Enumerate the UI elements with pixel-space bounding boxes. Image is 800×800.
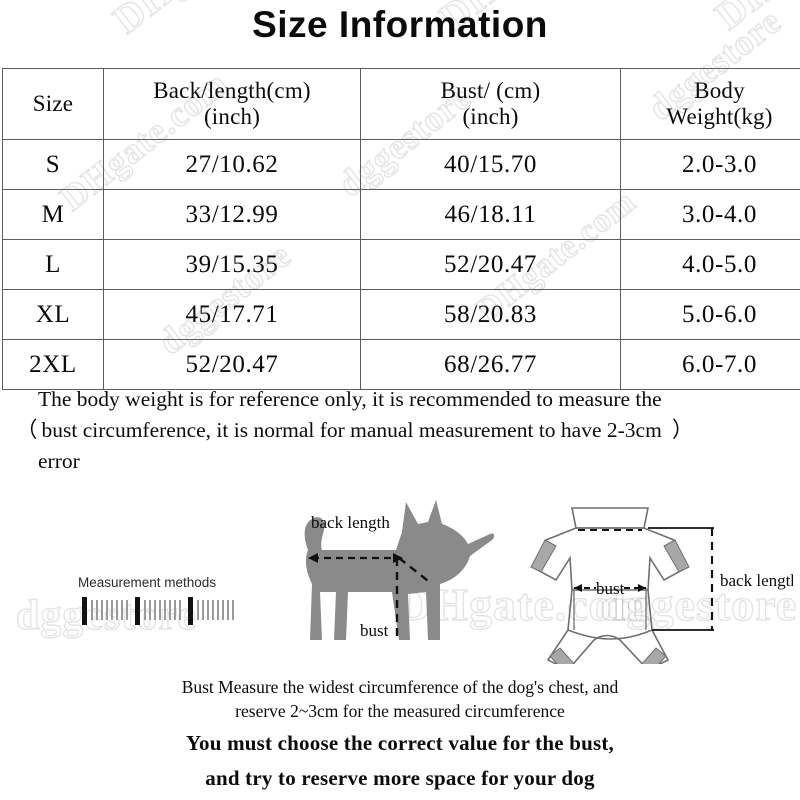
cell-back-length: 33/12.99 xyxy=(103,189,361,240)
cell-bust: 58/20.83 xyxy=(360,289,621,340)
bottom-instructions: Bust Measure the widest circumference of… xyxy=(0,676,800,793)
header-size: Size xyxy=(2,68,104,140)
table-row: XL 45/17.71 58/20.83 5.0-6.0 xyxy=(2,289,800,340)
cell-size: XL xyxy=(2,289,104,340)
note-line-3: error xyxy=(38,449,80,474)
note-line-2: bust circumference, it is normal for man… xyxy=(41,418,662,443)
table-row: M 33/12.99 46/18.11 3.0-4.0 xyxy=(2,189,800,240)
size-table: Size Back/length(cm) (inch) Bust/ (cm) (… xyxy=(2,68,800,390)
cell-back-length: 52/20.47 xyxy=(103,339,361,390)
measurement-note: The body weight is for reference only, i… xyxy=(16,384,786,478)
page-title: Size Information xyxy=(252,4,548,45)
size-table-header: Size Back/length(cm) (inch) Bust/ (cm) (… xyxy=(2,68,800,140)
bottom-small-line-1: Bust Measure the widest circumference of… xyxy=(181,677,619,697)
cell-size: S xyxy=(2,139,104,190)
note-paren-close: ） xyxy=(671,418,694,443)
cell-weight: 6.0-7.0 xyxy=(620,339,800,390)
table-row: S 27/10.62 40/15.70 2.0-3.0 xyxy=(2,139,800,190)
cell-bust: 52/20.47 xyxy=(360,239,621,290)
header-bust: Bust/ (cm) (inch) xyxy=(360,68,621,140)
header-back-length-line1: Back/length(cm) xyxy=(153,78,311,104)
cell-back-length: 27/10.62 xyxy=(103,139,361,190)
table-row: 2XL 52/20.47 68/26.77 6.0-7.0 xyxy=(2,339,800,390)
size-table-body: S 27/10.62 40/15.70 2.0-3.0 M 33/12.99 4… xyxy=(2,139,800,390)
table-header-row: Size Back/length(cm) (inch) Bust/ (cm) (… xyxy=(2,68,800,140)
dog-back-length-label: back length xyxy=(311,513,390,532)
cell-size: L xyxy=(2,239,104,290)
coat-rear-legs xyxy=(546,629,670,664)
header-bust-line1: Bust/ (cm) xyxy=(440,78,541,104)
bottom-strong-line-2: and try to reserve more space for your d… xyxy=(205,766,595,791)
cell-size: 2XL xyxy=(2,339,104,390)
header-body-weight: Body Weight(kg) xyxy=(620,68,800,140)
bottom-small-line-2: reserve 2~3cm for the measured circumfer… xyxy=(235,700,565,721)
coat-back-length-measure xyxy=(648,527,714,631)
header-body-weight-line1: Body xyxy=(694,78,745,104)
note-paren-open: （ xyxy=(16,418,38,443)
cell-back-length: 45/17.71 xyxy=(103,289,361,340)
dog-silhouette-diagram: back length bust xyxy=(304,500,495,640)
cell-weight: 5.0-6.0 xyxy=(620,289,800,340)
coat-bust-label: bust xyxy=(596,579,625,598)
coat-bust-measure xyxy=(573,584,647,630)
cell-weight: 4.0-5.0 xyxy=(620,239,800,290)
measurement-methods-block: Measurement methods xyxy=(78,575,248,627)
coat-back-length-label: back length xyxy=(720,571,793,590)
diagram-section: Measurement methods xyxy=(0,470,800,675)
dog-bust-label: bust xyxy=(360,621,389,640)
cell-size: M xyxy=(2,189,104,240)
coat-torso xyxy=(567,589,653,640)
ruler-icon xyxy=(82,597,234,625)
cell-back-length: 39/15.35 xyxy=(103,239,361,290)
coat-collar xyxy=(571,507,649,529)
note-line-1: The body weight is for reference only, i… xyxy=(38,387,662,411)
bottom-strong-line-1: You must choose the correct value for th… xyxy=(186,731,614,756)
pet-coat-diagram: bust back length xyxy=(530,507,793,664)
header-body-weight-line2: Weight(kg) xyxy=(666,104,773,129)
header-back-length-line2: (inch) xyxy=(203,104,261,129)
coat-cuffs xyxy=(530,539,690,664)
header-back-length: Back/length(cm) (inch) xyxy=(103,68,361,140)
dog-bust-measure xyxy=(395,557,433,638)
cell-weight: 2.0-3.0 xyxy=(620,139,800,190)
dog-body-shape xyxy=(304,500,495,640)
table-row: L 39/15.35 52/20.47 4.0-5.0 xyxy=(2,239,800,290)
cell-bust: 46/18.11 xyxy=(360,189,621,240)
measurement-methods-label: Measurement methods xyxy=(78,575,217,590)
header-bust-line2: (inch) xyxy=(462,104,519,129)
cell-bust: 40/15.70 xyxy=(360,139,621,190)
cell-bust: 68/26.77 xyxy=(360,339,621,390)
cell-weight: 3.0-4.0 xyxy=(620,189,800,240)
